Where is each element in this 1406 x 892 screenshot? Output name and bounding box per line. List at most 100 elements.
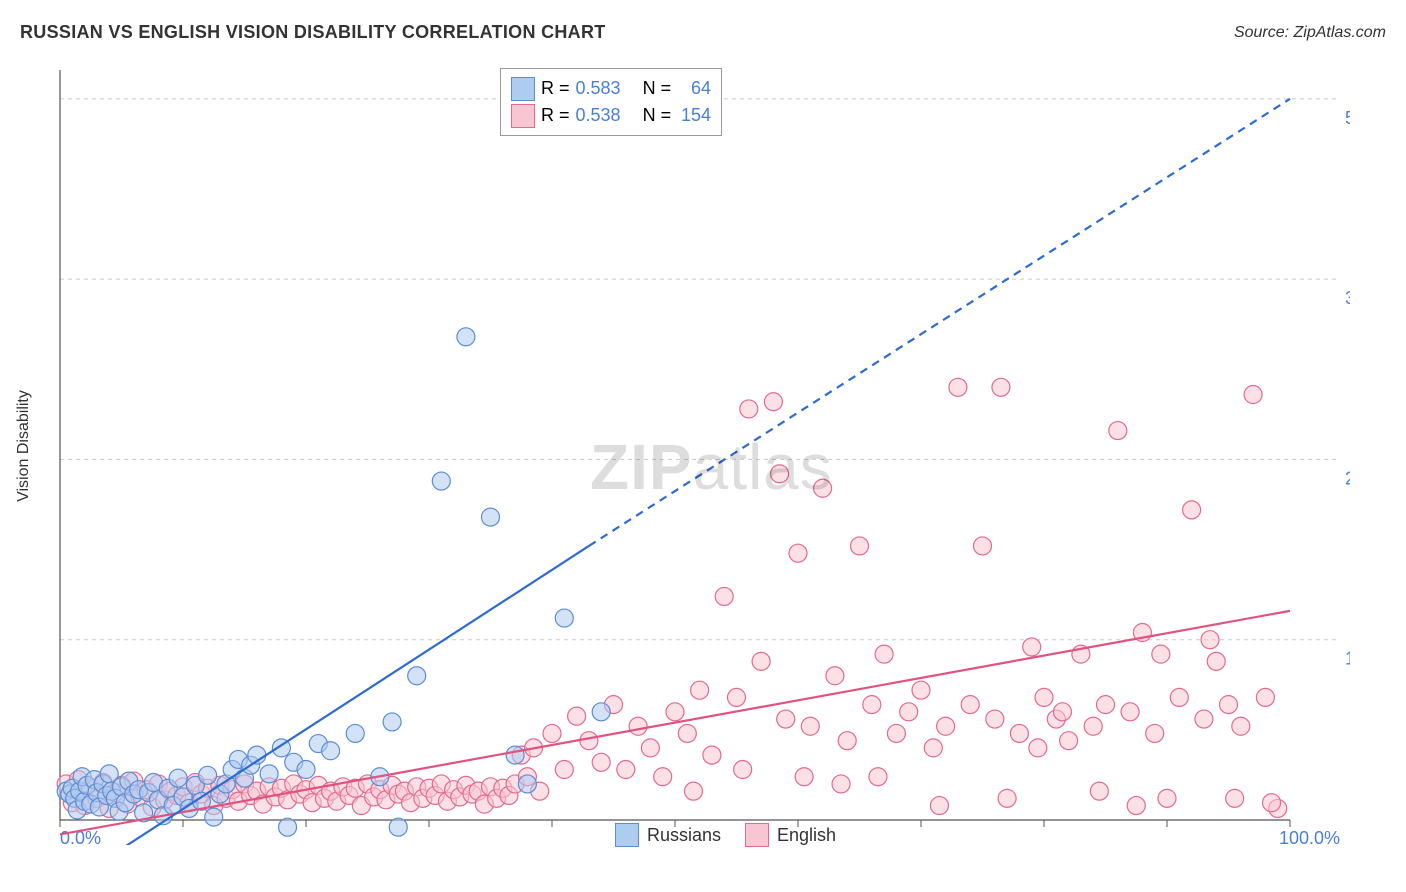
y-tick-label: 37.5%: [1345, 288, 1350, 308]
plot-area: 50.0%37.5%25.0%12.5%0.0%100.0% ZIPatlas …: [50, 60, 1350, 845]
data-point: [814, 479, 832, 497]
data-point: [346, 724, 364, 742]
data-point: [383, 713, 401, 731]
data-point: [592, 703, 610, 721]
data-point: [1060, 732, 1078, 750]
data-point: [684, 782, 702, 800]
data-point: [666, 703, 684, 721]
data-point: [875, 645, 893, 663]
data-point: [734, 761, 752, 779]
legend-r-label: R =: [541, 75, 570, 102]
data-point: [789, 544, 807, 562]
data-point: [555, 609, 573, 627]
swatch-english-icon: [745, 823, 769, 847]
data-point: [678, 724, 696, 742]
data-point: [629, 717, 647, 735]
legend-n-value-english: 154: [677, 102, 711, 129]
data-point: [1232, 717, 1250, 735]
data-point: [863, 696, 881, 714]
data-point: [1226, 789, 1244, 807]
data-point: [1035, 688, 1053, 706]
data-point: [771, 465, 789, 483]
data-point: [199, 766, 217, 784]
data-point: [654, 768, 672, 786]
data-point: [580, 732, 598, 750]
data-point: [555, 761, 573, 779]
y-tick-label: 12.5%: [1345, 649, 1350, 669]
data-point: [1201, 631, 1219, 649]
data-point: [728, 688, 746, 706]
data-point: [777, 710, 795, 728]
data-point: [482, 508, 500, 526]
legend-label-english: English: [777, 825, 836, 846]
data-point: [1170, 688, 1188, 706]
legend-r-label: R =: [541, 102, 570, 129]
data-point: [986, 710, 1004, 728]
data-point: [1029, 739, 1047, 757]
legend-row-russians: R = 0.583 N = 64: [511, 75, 711, 102]
data-point: [1220, 696, 1238, 714]
data-point: [937, 717, 955, 735]
data-point: [260, 765, 278, 783]
data-point: [912, 681, 930, 699]
data-point: [506, 746, 524, 764]
trendline-english: [60, 611, 1290, 835]
y-tick-label: 50.0%: [1345, 108, 1350, 128]
data-point: [832, 775, 850, 793]
y-tick-label: 25.0%: [1345, 468, 1350, 488]
legend-r-value-english: 0.538: [576, 102, 621, 129]
legend-item-english: English: [745, 823, 836, 847]
legend-r-value-russians: 0.583: [576, 75, 621, 102]
data-point: [691, 681, 709, 699]
data-point: [518, 775, 536, 793]
data-point: [1010, 724, 1028, 742]
data-point: [279, 818, 297, 836]
data-point: [1121, 703, 1139, 721]
data-point: [1244, 386, 1262, 404]
data-point: [974, 537, 992, 555]
data-point: [322, 742, 340, 760]
data-point: [432, 472, 450, 490]
data-point: [1256, 688, 1274, 706]
data-point: [764, 393, 782, 411]
data-point: [408, 667, 426, 685]
data-point: [568, 707, 586, 725]
data-point: [1183, 501, 1201, 519]
data-point: [592, 753, 610, 771]
scatter-chart: 50.0%37.5%25.0%12.5%0.0%100.0%: [50, 60, 1350, 845]
y-axis-label: Vision Disability: [15, 390, 33, 502]
chart-title: RUSSIAN VS ENGLISH VISION DISABILITY COR…: [20, 22, 606, 43]
legend-label-russians: Russians: [647, 825, 721, 846]
swatch-russians-icon: [511, 77, 535, 101]
legend-item-russians: Russians: [615, 823, 721, 847]
data-point: [826, 667, 844, 685]
data-point: [1195, 710, 1213, 728]
data-point: [887, 724, 905, 742]
data-point: [949, 378, 967, 396]
data-point: [1158, 789, 1176, 807]
data-point: [641, 739, 659, 757]
legend-n-label: N =: [643, 102, 672, 129]
trendline-russians-dashed: [589, 99, 1290, 546]
data-point: [617, 761, 635, 779]
data-point: [1263, 794, 1281, 812]
data-point: [924, 739, 942, 757]
data-point: [1109, 422, 1127, 440]
data-point: [1207, 652, 1225, 670]
data-point: [715, 587, 733, 605]
x-tick-label: 100.0%: [1279, 828, 1340, 845]
data-point: [543, 724, 561, 742]
data-point: [169, 769, 187, 787]
data-point: [297, 761, 315, 779]
data-point: [703, 746, 721, 764]
data-point: [1152, 645, 1170, 663]
data-point: [961, 696, 979, 714]
data-point: [389, 818, 407, 836]
data-point: [1127, 797, 1145, 815]
legend-row-english: R = 0.538 N = 154: [511, 102, 711, 129]
data-point: [869, 768, 887, 786]
data-point: [900, 703, 918, 721]
data-point: [838, 732, 856, 750]
data-point: [992, 378, 1010, 396]
data-point: [205, 808, 223, 826]
